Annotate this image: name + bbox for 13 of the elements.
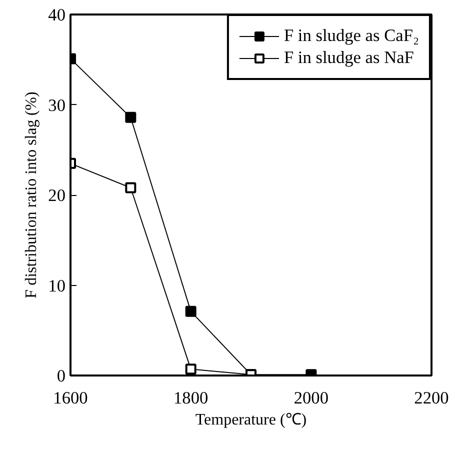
x-axis-title: Temperature (℃) <box>195 412 307 428</box>
x-tick-label: 1600 <box>53 388 88 408</box>
y-tick-label: 20 <box>48 186 66 205</box>
x-tick-label: 1800 <box>174 388 208 408</box>
y-tick-label: 40 <box>48 6 66 24</box>
y-tick-label: 30 <box>48 96 66 115</box>
y-tick-label: 0 <box>56 366 66 386</box>
legend-label: F in sludge as NaF <box>284 48 414 68</box>
legend-label: F in sludge as CaF₂ <box>284 26 419 46</box>
y-tick-label: 10 <box>48 276 66 296</box>
x-tick-label: 2200 <box>414 388 449 408</box>
y-axis-title: F distribution ratio into slag (%) <box>23 92 40 298</box>
x-tick-label: 2000 <box>294 388 328 408</box>
